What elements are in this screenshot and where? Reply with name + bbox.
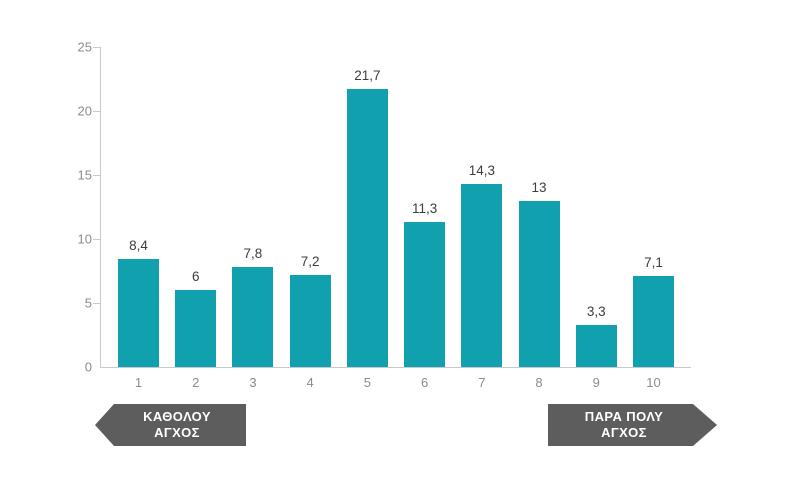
right-arrow-label: ΠΑΡΑ ΠΟΛΥ ΑΓΧΟΣ xyxy=(585,409,663,441)
x-axis-tick-label: 5 xyxy=(363,375,371,390)
bar-6 xyxy=(404,222,446,367)
x-axis-tick-label: 1 xyxy=(134,375,143,390)
bar-value-label: 6 xyxy=(191,269,200,285)
y-axis-tick-label: 0 xyxy=(84,359,92,375)
x-axis-tick-label: 6 xyxy=(420,375,429,390)
bar-2 xyxy=(175,290,217,367)
left-arrow-line1: ΚΑΘΟΛΟΥ xyxy=(143,409,211,424)
y-axis-tick-mark xyxy=(93,239,100,240)
bar-10 xyxy=(633,276,674,367)
x-axis-tick-label: 10 xyxy=(646,375,661,390)
y-axis-tick-label: 20 xyxy=(77,103,92,119)
bar-7 xyxy=(461,183,503,367)
bar-value-label: 11,3 xyxy=(411,201,438,217)
bar-value-label: 8,4 xyxy=(129,238,148,254)
x-axis-tick-label: 7 xyxy=(478,375,486,390)
bar-value-label: 7,2 xyxy=(300,253,320,269)
left-arrow-line2: ΑΓΧΟΣ xyxy=(154,425,200,440)
left-arrow-label: ΚΑΘΟΛΟΥ ΑΓΧΟΣ xyxy=(143,409,211,441)
right-arrow-annotation: ΠΑΡΑ ΠΟΛΥ ΑΓΧΟΣ xyxy=(548,404,717,446)
right-arrow-line1: ΠΑΡΑ ΠΟΛΥ xyxy=(584,409,664,424)
y-axis-tick-label: 15 xyxy=(77,167,92,183)
bar-value-label: 7,8 xyxy=(243,246,263,262)
bar-value-label: 13 xyxy=(531,179,547,195)
y-axis-tick-mark xyxy=(93,175,100,176)
plot-area: 0 5 10 15 20 25 8,4 1 6 2 7,8 3 7,2 4 21,7 5 11,3 6 14,3 7 1… xyxy=(78,40,691,390)
bar-1 xyxy=(118,259,159,367)
bar-value-label: 21,7 xyxy=(354,68,381,84)
right-arrow-line2: ΑΓΧΟΣ xyxy=(601,425,647,440)
x-axis-tick-label: 2 xyxy=(192,375,200,390)
bar-value-label: 14,3 xyxy=(468,162,495,178)
y-axis-tick-label: 5 xyxy=(84,295,92,311)
bar-value-label: 3,3 xyxy=(586,303,606,319)
left-arrow-annotation: ΚΑΘΟΛΟΥ ΑΓΧΟΣ xyxy=(95,404,246,446)
x-axis-tick-label: 9 xyxy=(592,375,600,390)
x-axis-tick-label: 3 xyxy=(249,375,257,390)
bar-4 xyxy=(289,274,331,367)
y-axis-tick-mark xyxy=(93,111,100,112)
y-axis-tick-label: 10 xyxy=(77,231,92,247)
x-axis-tick-label: 4 xyxy=(306,375,314,390)
y-axis-tick-mark xyxy=(93,303,100,304)
x-axis-tick-label: 8 xyxy=(535,375,543,390)
bar-9 xyxy=(575,324,617,367)
y-axis-tick-label: 25 xyxy=(77,39,92,55)
bar-3 xyxy=(232,267,274,367)
bar-5 xyxy=(346,89,388,367)
bar-8 xyxy=(518,200,560,367)
y-axis-tick-mark xyxy=(93,47,100,48)
bar-value-label: 7,1 xyxy=(644,255,663,271)
